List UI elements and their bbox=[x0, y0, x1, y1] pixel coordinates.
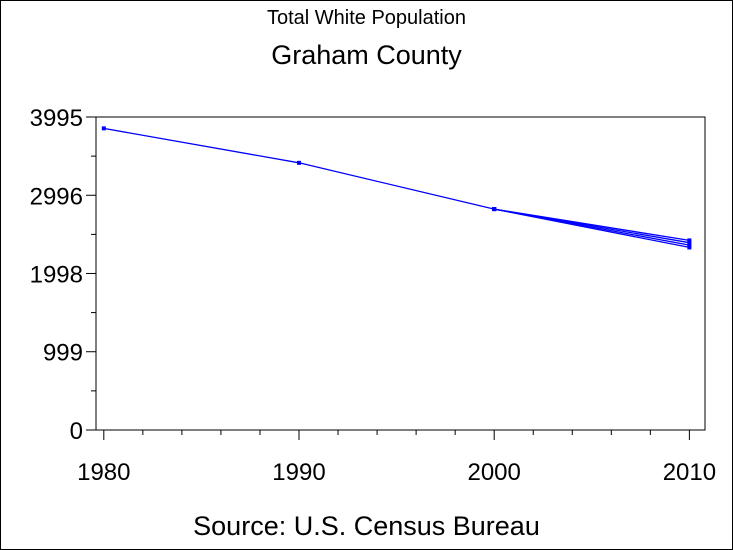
data-point bbox=[687, 238, 692, 243]
y-tick-label: 1998 bbox=[30, 261, 83, 288]
data-point bbox=[297, 160, 301, 165]
source-note: Source: U.S. Census Bureau bbox=[193, 511, 540, 541]
x-tick-label: 1990 bbox=[272, 459, 325, 486]
series-line bbox=[103, 127, 690, 242]
plot-area bbox=[95, 116, 706, 431]
y-tick-label: 999 bbox=[43, 340, 83, 367]
series-line bbox=[494, 208, 690, 249]
chart-title: Total White Population bbox=[266, 7, 466, 29]
y-tick-label: 3995 bbox=[30, 105, 83, 132]
x-tick-label: 1980 bbox=[77, 459, 130, 486]
series-lines bbox=[101, 126, 692, 250]
data-point bbox=[687, 243, 692, 248]
y-axis: 0 999 1998 2996 3995 bbox=[30, 105, 96, 445]
chart-subtitle: Graham County bbox=[271, 40, 462, 70]
data-point bbox=[492, 207, 497, 212]
data-point bbox=[687, 240, 692, 245]
x-tick-label: 2010 bbox=[663, 459, 716, 486]
y-tick-label: 0 bbox=[70, 418, 83, 445]
data-point bbox=[687, 245, 692, 250]
x-axis: 1980 1990 2000 2010 bbox=[77, 430, 716, 486]
data-point bbox=[101, 126, 106, 131]
x-tick-label: 2000 bbox=[467, 459, 520, 486]
y-tick-label: 2996 bbox=[30, 183, 83, 210]
